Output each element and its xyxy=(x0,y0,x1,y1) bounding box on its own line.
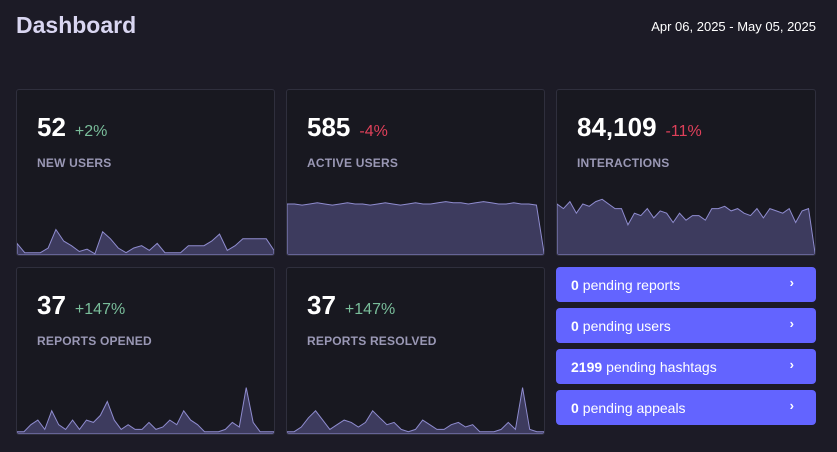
chevron-right-icon: › xyxy=(789,275,794,290)
metric-card-new-users: 52 +2% NEW USERS xyxy=(16,89,275,256)
metric-value: 37 xyxy=(307,290,336,320)
metric-label: ACTIVE USERS xyxy=(307,156,399,170)
metric-value: 52 xyxy=(37,112,66,142)
sparkline-chart xyxy=(17,387,274,434)
pending-label: pending appeals xyxy=(582,399,686,416)
metric-card-reports-resolved: 37 +147% REPORTS RESOLVED xyxy=(286,267,545,435)
sparkline-chart xyxy=(17,228,274,255)
metric-value: 585 xyxy=(307,112,351,142)
pending-count: 0 xyxy=(571,399,579,416)
sparkline-area xyxy=(287,387,544,434)
metric-card-interactions: 84,109 -11% INTERACTIONS xyxy=(556,89,816,256)
pending-reports-button[interactable]: 0 pending reports › xyxy=(556,267,816,302)
pending-count: 0 xyxy=(571,317,579,334)
chevron-right-icon: › xyxy=(789,398,794,413)
pending-hashtags-button[interactable]: 2199 pending hashtags › xyxy=(556,349,816,384)
pending-count: 0 xyxy=(571,276,579,293)
metric-label: REPORTS RESOLVED xyxy=(307,334,437,348)
metric-value: 84,109 xyxy=(577,112,657,142)
metric-delta: -4% xyxy=(359,123,388,140)
metric-delta: +147% xyxy=(344,301,396,318)
sparkline-chart xyxy=(557,198,815,255)
pending-users-button[interactable]: 0 pending users › xyxy=(556,308,816,343)
pending-label: pending hashtags xyxy=(606,358,717,375)
metric-label: INTERACTIONS xyxy=(577,156,670,170)
metric-label: REPORTS OPENED xyxy=(37,334,152,348)
sparkline-chart xyxy=(287,387,544,434)
metric-delta: +147% xyxy=(74,301,126,318)
metric-card-reports-opened: 37 +147% REPORTS OPENED xyxy=(16,267,275,435)
metric-value: 37 xyxy=(37,290,66,320)
chevron-right-icon: › xyxy=(789,316,794,331)
sparkline-area xyxy=(287,201,544,255)
pending-count: 2199 xyxy=(571,358,603,375)
metric-delta: -11% xyxy=(665,123,702,140)
chevron-right-icon: › xyxy=(789,357,794,372)
sparkline-area xyxy=(17,387,274,434)
page-title: Dashboard xyxy=(16,12,137,38)
date-range[interactable]: Apr 06, 2025 - May 05, 2025 xyxy=(651,19,816,34)
metric-card-active-users: 585 -4% ACTIVE USERS xyxy=(286,89,545,256)
pending-appeals-button[interactable]: 0 pending appeals › xyxy=(556,390,816,425)
metric-label: NEW USERS xyxy=(37,156,112,170)
sparkline-area xyxy=(17,228,274,255)
pending-label: pending reports xyxy=(582,276,681,293)
sparkline-chart xyxy=(287,201,544,255)
sparkline-area xyxy=(557,198,815,255)
pending-label: pending users xyxy=(582,317,671,334)
metric-delta: +2% xyxy=(74,123,108,140)
